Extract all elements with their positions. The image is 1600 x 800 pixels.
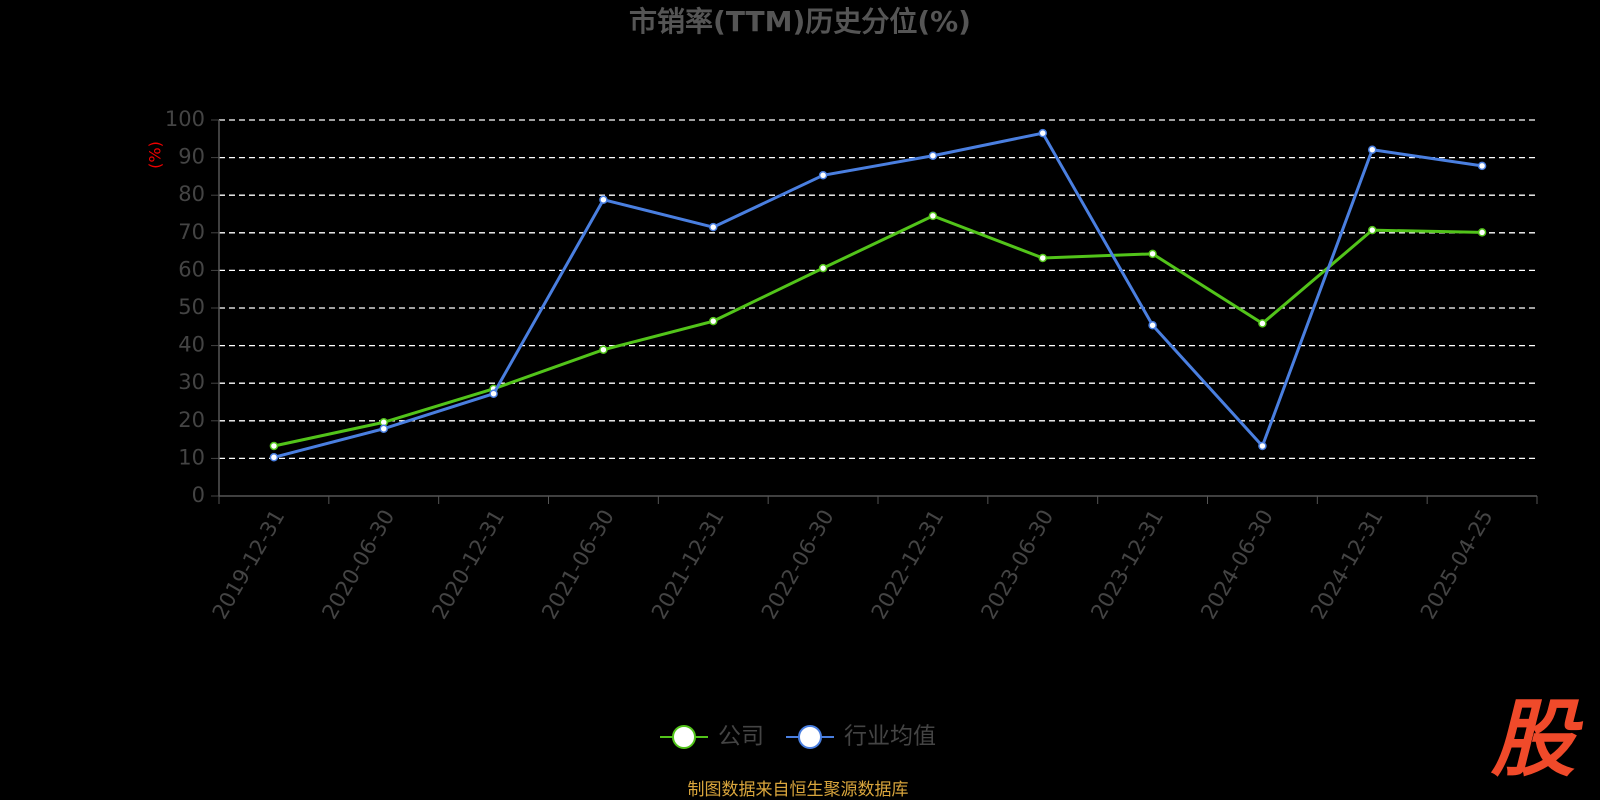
legend-label: 公司 [718, 724, 764, 750]
data-point [269, 441, 279, 451]
data-point [928, 211, 938, 221]
data-point [599, 345, 608, 354]
data-point [1038, 128, 1047, 138]
source-note: 制图数据来自恒生聚源数据库 [688, 780, 909, 800]
legend-label: 行业均值 [844, 724, 936, 750]
data-point [1368, 225, 1377, 235]
y-tick-label: 30 [178, 370, 205, 394]
data-point [1148, 321, 1157, 330]
y-axis-label: (%) [146, 141, 165, 169]
legend-marker [672, 725, 696, 749]
data-point [379, 424, 388, 433]
y-tick-label: 20 [178, 408, 205, 432]
data-point [1368, 145, 1377, 154]
y-tick-label: 40 [178, 333, 205, 357]
data-point [709, 222, 718, 232]
y-tick-label: 100 [165, 107, 205, 131]
data-point [818, 171, 828, 180]
y-tick-label: 90 [178, 145, 205, 169]
data-point [818, 263, 828, 273]
series-line [273, 214, 1483, 448]
data-point [1477, 228, 1487, 237]
data-point [489, 389, 498, 398]
y-tick-label: 80 [178, 182, 205, 206]
data-point [599, 195, 608, 204]
y-tick-label: 70 [178, 220, 205, 244]
data-point [1477, 161, 1487, 171]
data-point [269, 453, 279, 462]
logo: 股 [1490, 690, 1584, 788]
y-tick-label: 0 [192, 483, 205, 507]
data-point [709, 316, 718, 326]
y-tick-label: 50 [178, 295, 205, 319]
chart-title: 市销率(TTM)历史分位(%) [629, 5, 971, 38]
series-line [273, 131, 1483, 459]
data-point [1258, 319, 1267, 328]
legend: 公司 行业均值 [660, 724, 936, 750]
data-point [1258, 441, 1267, 451]
legend-marker [798, 725, 822, 749]
y-tick-label: 60 [178, 257, 205, 281]
data-point [1148, 249, 1157, 259]
data-point [928, 151, 938, 160]
y-tick-label: 10 [178, 445, 205, 469]
data-point [1038, 253, 1047, 263]
